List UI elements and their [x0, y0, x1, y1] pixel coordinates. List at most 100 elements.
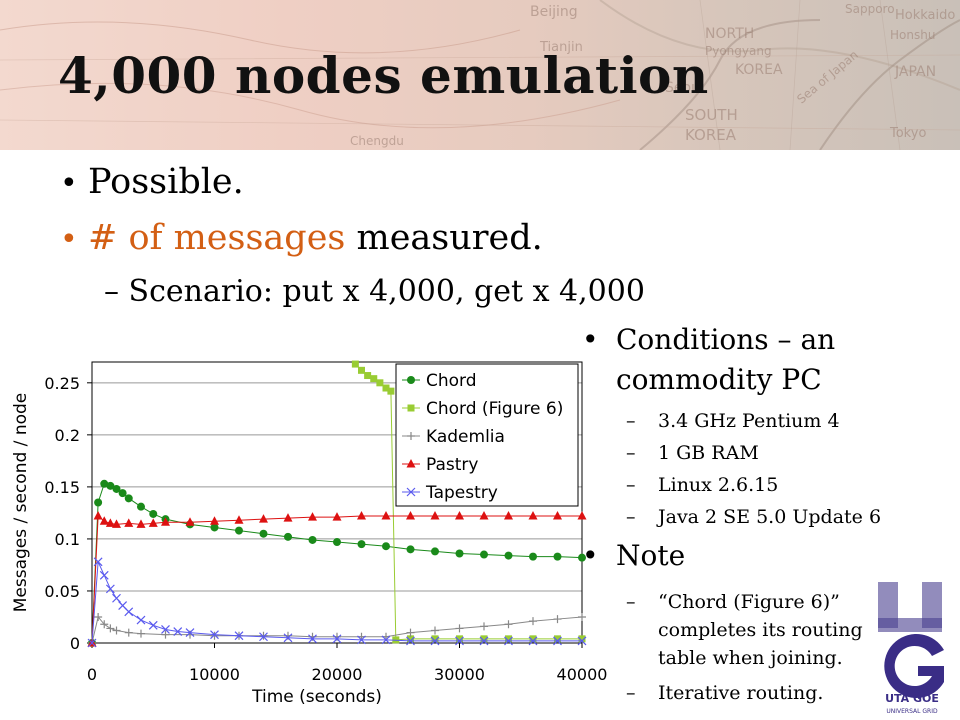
note-text: Note	[616, 539, 686, 572]
bullet-dot: •	[60, 166, 78, 201]
note-item: – Iterative routing.	[626, 682, 824, 704]
series-tapestry-point	[234, 631, 244, 641]
series-pastry-point	[234, 515, 244, 524]
series-kademlia-point	[578, 612, 586, 621]
map-label: Hokkaido	[895, 8, 956, 23]
series-kademlia-point	[106, 624, 115, 633]
series-chord-point	[124, 494, 133, 503]
legend-label: Chord	[426, 371, 477, 391]
conditions-heading: • Conditions – an commodity PC	[582, 320, 892, 400]
series-kademlia-point	[124, 628, 133, 637]
series-tapestry-point	[185, 628, 195, 638]
messages-chart: 0 0.05 0.1 0.15 0.2 0.25 0 10000 20000 30000 40000…	[11, 360, 607, 707]
bullet-dot: •	[60, 222, 78, 257]
map-label: Chengdu	[350, 134, 404, 148]
conditions-line1: Conditions – an	[616, 323, 836, 356]
series-chord-point	[504, 551, 513, 560]
series-pastry-point	[112, 519, 121, 528]
series-tapestry-point	[332, 634, 342, 644]
series-tapestry-point	[105, 584, 115, 594]
bullet-possible: • Possible.	[60, 162, 244, 202]
y-tick-label: 0.1	[55, 530, 80, 549]
series-kademlia-point	[161, 630, 170, 639]
condition-text: Java 2 SE 5.0 Update 6	[658, 506, 882, 528]
series-tapestry-point	[406, 636, 415, 646]
series-pastry-point	[259, 514, 268, 523]
series-tapestry-point	[136, 615, 146, 625]
note-item-line: Iterative routing.	[658, 682, 824, 704]
condition-text: Linux 2.6.15	[658, 474, 779, 496]
series-chord-figure-6-point	[505, 635, 512, 643]
y-tick-label: 0	[70, 634, 80, 653]
series-tapestry-point	[259, 632, 268, 642]
series-pastry-point	[332, 512, 342, 521]
map-background	[0, 0, 960, 150]
series-kademlia-point	[259, 631, 268, 640]
series-tapestry-point	[124, 607, 134, 617]
map-label: NORTH	[705, 26, 755, 42]
series-pastry-point	[504, 511, 513, 520]
series-pastry-point	[479, 511, 489, 520]
series-kademlia-point	[112, 626, 121, 635]
series-pastry-point	[148, 518, 158, 527]
series-tapestry-point	[93, 557, 103, 567]
sub-bullet-scenario: – Scenario: put x 4,000, get x 4,000	[104, 274, 645, 309]
map-label: Pyongyang	[705, 44, 772, 58]
series-tapestry-point	[148, 620, 158, 630]
condition-item: – Linux 2.6.15	[626, 474, 779, 496]
series-tapestry-point	[87, 638, 97, 648]
series-pastry-point	[283, 513, 293, 522]
note-item-line: completes its routing	[658, 619, 863, 641]
series-tapestry-point	[161, 625, 170, 634]
condition-item: –3.4 GHz Pentium 4	[626, 410, 840, 432]
condition-item: –1 GB RAM	[626, 442, 759, 464]
series-chord-point	[529, 552, 537, 561]
series-chord-point	[100, 479, 109, 488]
dash: –	[104, 274, 129, 309]
series-chord-figure-6-point	[554, 635, 561, 643]
series-pastry-point	[185, 517, 195, 526]
series-tapestry-point	[577, 636, 587, 646]
series-pastry-point	[381, 511, 391, 520]
series-chord-figure-6-point	[364, 372, 372, 380]
series-chord-figure-6-point	[358, 366, 365, 374]
series-chord-figure-6-point	[387, 387, 395, 395]
logo-subtext: UNIVERSAL GRID	[886, 708, 938, 715]
x-tick-label: 10000	[189, 665, 240, 684]
series-pastry-point	[308, 512, 317, 521]
series-pastry-point	[553, 511, 562, 520]
series-tapestry-point	[430, 636, 440, 646]
map-label: Sapporo	[845, 2, 895, 16]
map-label: Honshu	[890, 28, 936, 42]
legend-swatch-marker	[407, 432, 415, 440]
condition-item: – Java 2 SE 5.0 Update 6	[626, 506, 882, 528]
bullet-dot: •	[582, 539, 599, 572]
series-pastry-point	[124, 518, 134, 527]
condition-text: 1 GB RAM	[658, 442, 759, 464]
series-pastry-point	[357, 511, 366, 520]
y-tick-label: 0.15	[44, 478, 80, 497]
x-tick-label: 20000	[312, 665, 363, 684]
series-pastry-point	[161, 517, 170, 526]
conditions-line2: commodity PC	[616, 363, 822, 396]
series-chord-point	[406, 545, 415, 554]
uta-goe-logo: UTA GOE UNIVERSAL GRID	[878, 582, 944, 715]
legend-label: Tapestry	[425, 483, 498, 503]
note-item: – “Chord (Figure 6)” completes its routin…	[626, 591, 863, 669]
series-kademlia-point	[431, 626, 439, 635]
y-axis-label: Messages / second / node	[11, 393, 31, 613]
series-tapestry-point	[553, 636, 562, 646]
series-chord-figure-6-point	[480, 635, 488, 643]
legend-swatch-marker	[407, 376, 415, 384]
legend-label: Pastry	[426, 455, 478, 475]
series-chord-figure-6-point	[431, 635, 439, 643]
series-chord-point	[112, 484, 121, 493]
series-tapestry-point	[504, 636, 513, 646]
series-pastry-point	[99, 516, 109, 525]
legend-swatch-marker	[407, 404, 415, 412]
series-kademlia-point	[137, 629, 145, 638]
series-kademlia-point	[455, 624, 464, 633]
series-chord-figure-6-point	[456, 635, 463, 643]
series-tapestry-point	[308, 634, 317, 644]
series-kademlia-point	[529, 617, 537, 626]
